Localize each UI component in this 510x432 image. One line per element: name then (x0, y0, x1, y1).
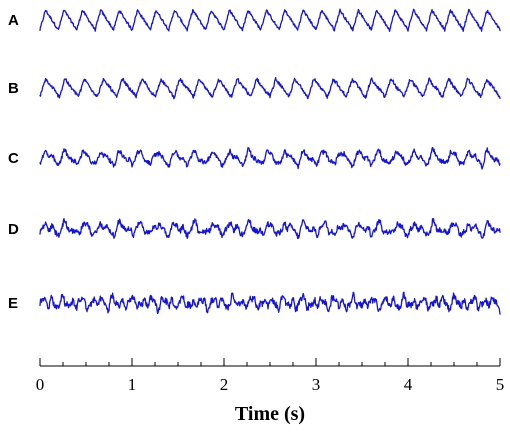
trace-rows: A B C D E (8, 8, 501, 315)
x-axis: 0 1 2 3 4 5 (36, 358, 505, 394)
x-tick-label-0: 0 (36, 375, 45, 394)
x-axis-title: Time (s) (235, 403, 305, 425)
series-trace-a (39, 8, 501, 32)
x-tick-label-4: 4 (404, 375, 413, 394)
series-label-d: D (8, 221, 19, 238)
series-label-e: E (8, 295, 18, 312)
x-tick-label-5: 5 (496, 375, 505, 394)
series-label-a: A (8, 12, 19, 29)
series-trace-b (39, 76, 501, 100)
series-label-c: C (8, 150, 19, 167)
x-axis-ticks: 0 1 2 3 4 5 (36, 358, 505, 394)
series-trace-c (39, 146, 501, 170)
series-label-b: B (8, 80, 19, 97)
x-tick-label-3: 3 (312, 375, 321, 394)
series-trace-d (39, 218, 501, 240)
x-tick-label-2: 2 (220, 375, 229, 394)
series-trace-e (39, 291, 501, 315)
x-tick-label-1: 1 (128, 375, 137, 394)
